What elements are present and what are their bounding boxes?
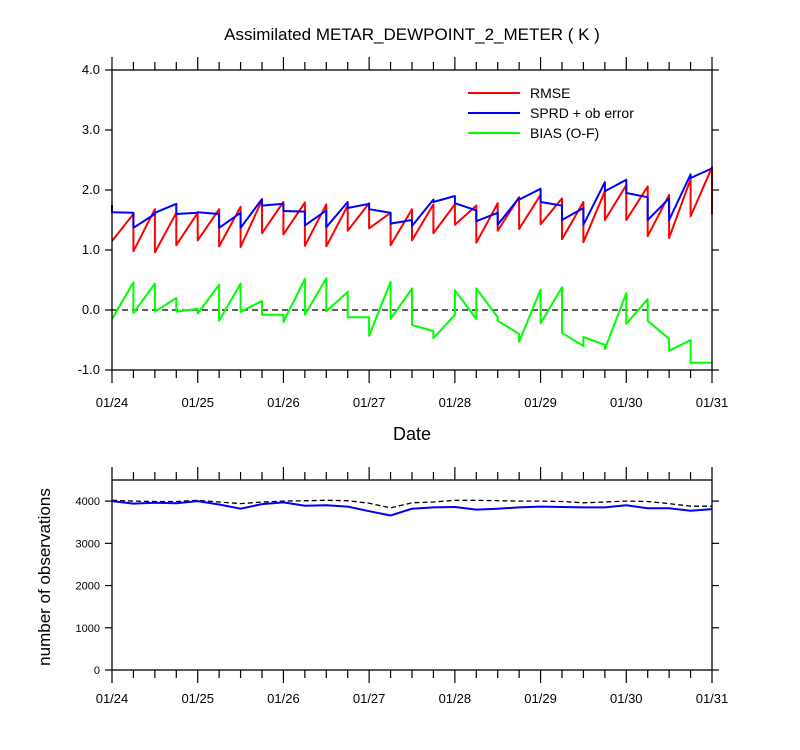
legend-label: SPRD + ob error [530,105,634,121]
chart-title: Assimilated METAR_DEWPOINT_2_METER ( K ) [224,25,600,44]
x-axis-label: Date [393,424,431,444]
y-tick-label: 1.0 [82,242,100,257]
top-plot: -1.0 0.0 1.0 2.0 3.0 4.0 01/24 01/25 01/26 01/27 0… [78,57,729,410]
x-tick-label: 01/31 [696,691,729,706]
x-tick-label: 01/26 [267,691,300,706]
x-tick-label: 01/27 [353,395,386,410]
x-tick-label: 01/28 [439,691,472,706]
series-line-rmse [111,166,713,254]
x-tick-label: 01/26 [267,395,300,410]
x-tick-label: 01/27 [353,691,386,706]
y-tick-label: 3.0 [82,122,100,137]
bottom-plot: 0 1000 2000 3000 4000 01/24 01/25 01/26 01/27 01/… [76,467,729,706]
y-tick-label: 0 [94,665,100,677]
y-tick-label: -1.0 [78,362,100,377]
x-tick-label: 01/30 [610,691,643,706]
series-line-assimilated-observations [111,500,713,517]
y-tick-label: 4000 [76,496,100,508]
legend-label: RMSE [530,85,570,101]
x-tick-label: 01/24 [96,395,129,410]
y-tick-label: 4.0 [82,62,100,77]
x-tick-label: 01/24 [96,691,129,706]
x-tick-label: 01/29 [524,395,557,410]
x-tick-label: 01/29 [524,691,557,706]
x-tick-label: 01/25 [181,395,214,410]
x-tick-label: 01/28 [439,395,472,410]
x-tick-label: 01/25 [181,691,214,706]
x-tick-label: 01/31 [696,395,729,410]
series-line-sprd-ob-error [111,167,713,229]
y-axis-label: number of observations [35,488,54,666]
series-line-possible-observations [111,499,712,509]
legend-label: BIAS (O-F) [530,125,599,141]
y-tick-label: 3000 [76,538,100,550]
y-tick-label: 0.0 [82,302,100,317]
x-tick-label: 01/30 [610,395,643,410]
y-tick-label: 2.0 [82,182,100,197]
y-tick-label: 1000 [76,623,100,635]
y-tick-label: 2000 [76,581,100,593]
series-line-bias-o-f- [111,277,712,364]
